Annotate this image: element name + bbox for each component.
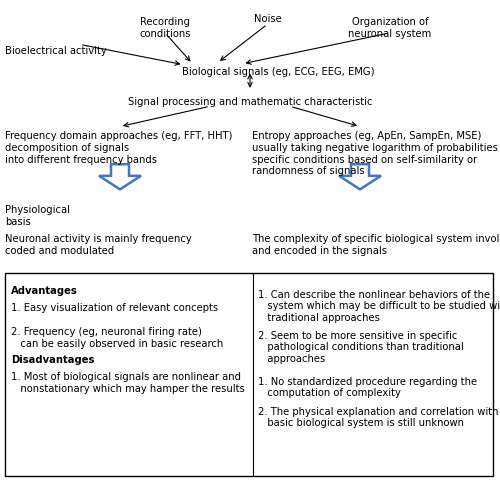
Text: 2. The physical explanation and correlation with
   basic biological system is s: 2. The physical explanation and correlat…: [258, 407, 498, 428]
Text: Recording
conditions: Recording conditions: [139, 17, 191, 39]
Text: 1. No standardized procedure regarding the
   computation of complexity: 1. No standardized procedure regarding t…: [258, 377, 476, 398]
Text: 1. Easy visualization of relevant concepts: 1. Easy visualization of relevant concep…: [11, 303, 218, 313]
Text: Entropy approaches (eg, ApEn, SampEn, MSE)
usually taking negative logarithm of : Entropy approaches (eg, ApEn, SampEn, MS…: [252, 131, 500, 176]
Text: Bioelectrical activity: Bioelectrical activity: [5, 46, 107, 56]
Text: 2. Seem to be more sensitive in specific
   pathological conditions than traditi: 2. Seem to be more sensitive in specific…: [258, 331, 463, 364]
Text: 1. Can describe the nonlinear behaviors of the
   system which may be difficult : 1. Can describe the nonlinear behaviors …: [258, 290, 500, 323]
Text: Organization of
neuronal system: Organization of neuronal system: [348, 17, 432, 39]
Text: The complexity of specific biological system involved
and encoded in the signals: The complexity of specific biological sy…: [252, 234, 500, 256]
Text: Physiological
basis: Physiological basis: [5, 205, 70, 227]
Text: 1. Most of biological signals are nonlinear and
   nonstationary which may hampe: 1. Most of biological signals are nonlin…: [11, 372, 245, 394]
Text: Neuronal activity is mainly frequency
coded and modulated: Neuronal activity is mainly frequency co…: [5, 234, 192, 256]
Text: Frequency domain approaches (eg, FFT, HHT)
decomposition of signals
into differe: Frequency domain approaches (eg, FFT, HH…: [5, 131, 232, 165]
Text: 2. Frequency (eg, neuronal firing rate)
   can be easily observed in basic resea: 2. Frequency (eg, neuronal firing rate) …: [11, 327, 223, 349]
Text: Disadvantages: Disadvantages: [11, 355, 94, 365]
Text: Biological signals (eg, ECG, EEG, EMG): Biological signals (eg, ECG, EEG, EMG): [182, 67, 375, 77]
Text: Noise: Noise: [254, 14, 281, 25]
Text: Signal processing and mathematic characteristic: Signal processing and mathematic charact…: [128, 97, 372, 107]
Bar: [5, 273, 492, 476]
Text: Advantages: Advantages: [11, 286, 78, 296]
